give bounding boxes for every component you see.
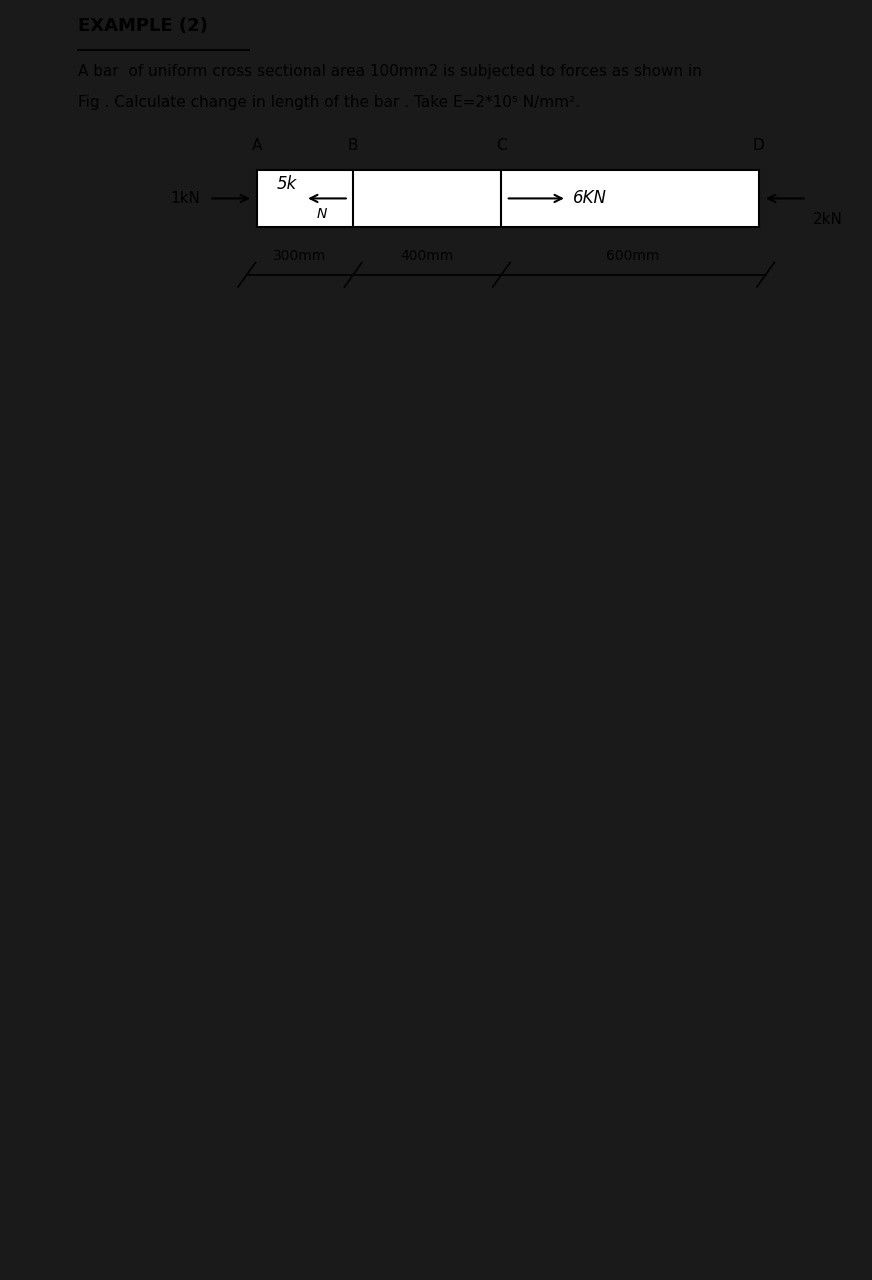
Text: N: N bbox=[317, 206, 327, 220]
Text: C: C bbox=[496, 138, 507, 152]
Bar bbox=[257, 170, 759, 228]
Text: A: A bbox=[252, 138, 262, 152]
Text: 6KN: 6KN bbox=[573, 189, 607, 207]
Text: 400mm: 400mm bbox=[400, 250, 454, 264]
Text: 1kN: 1kN bbox=[171, 191, 201, 206]
Text: EXAMPLE (2): EXAMPLE (2) bbox=[78, 17, 208, 35]
Text: B: B bbox=[348, 138, 358, 152]
Text: 300mm: 300mm bbox=[273, 250, 327, 264]
Text: 5k: 5k bbox=[276, 175, 296, 193]
Text: 600mm: 600mm bbox=[606, 250, 660, 264]
Text: 2kN: 2kN bbox=[813, 212, 842, 227]
Text: D: D bbox=[753, 138, 765, 152]
Text: Fig . Calculate change in length of the bar . Take E=2*10⁵ N/mm².: Fig . Calculate change in length of the … bbox=[78, 95, 581, 110]
Text: A bar  of uniform cross sectional area 100mm2 is subjected to forces as shown in: A bar of uniform cross sectional area 10… bbox=[78, 64, 702, 79]
